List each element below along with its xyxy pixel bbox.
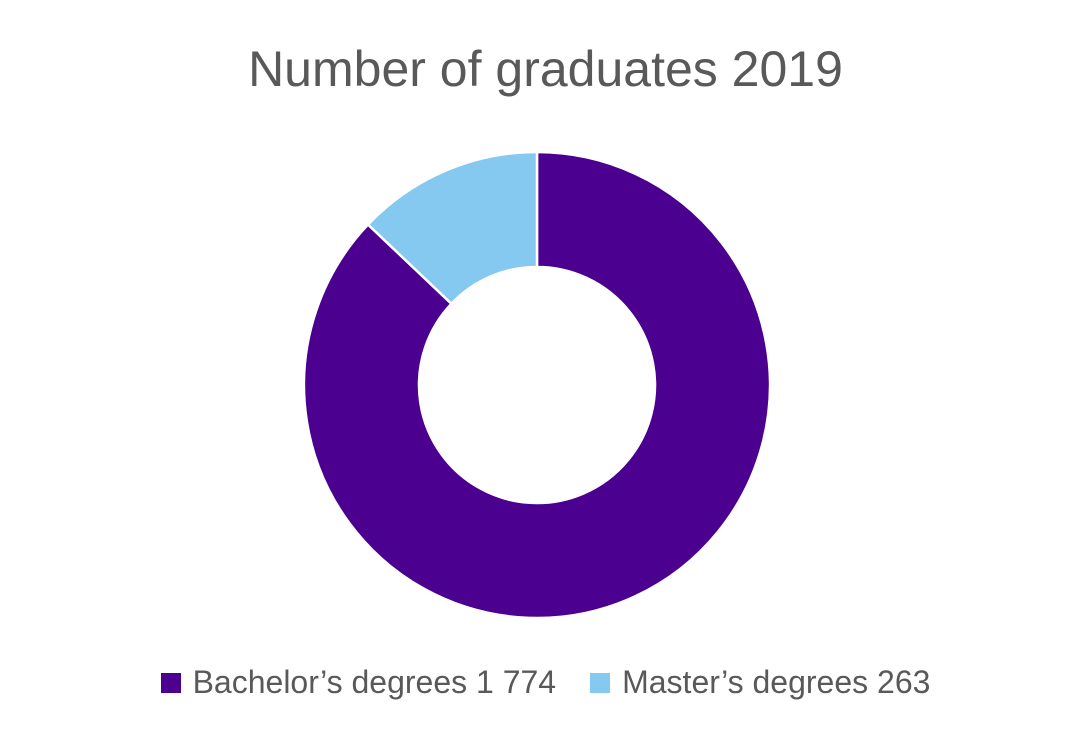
- legend-value: 1 774: [476, 664, 557, 700]
- donut-slice-0: [302, 150, 772, 620]
- legend-value: 263: [877, 664, 931, 700]
- legend-label: Master’s degrees: [622, 664, 869, 700]
- legend-item-bachelor: Bachelor’s degrees 1 774: [160, 664, 557, 701]
- legend: Bachelor’s degrees 1 774 Master’s degree…: [0, 664, 1091, 701]
- chart-title: Number of graduates 2019: [248, 41, 843, 97]
- legend-swatch-master: [590, 672, 611, 693]
- donut-slice-1: [366, 150, 539, 306]
- legend-swatch-bachelor: [160, 672, 181, 693]
- legend-item-master: Master’s degrees 263: [590, 664, 930, 701]
- legend-label: Bachelor’s degrees: [192, 664, 468, 700]
